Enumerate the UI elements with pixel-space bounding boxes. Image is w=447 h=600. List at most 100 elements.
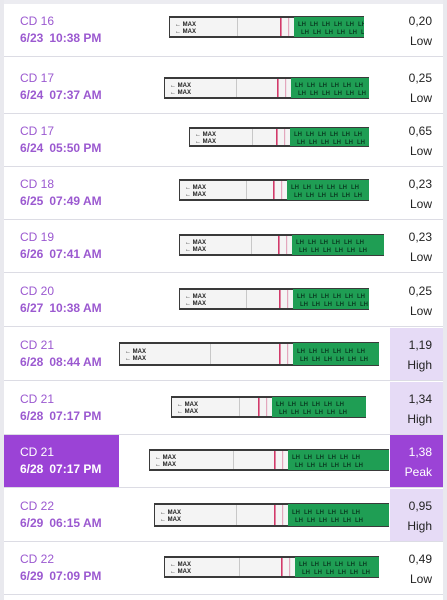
brand-text: LH bbox=[333, 349, 341, 355]
brand-text: LH bbox=[303, 185, 311, 191]
max-label: ← MAX bbox=[185, 240, 206, 246]
entry-date-cell: CD 19 6/26 07:41 AM bbox=[4, 220, 119, 272]
brand-text: LH bbox=[336, 302, 344, 308]
result-value: 1,34 bbox=[408, 392, 432, 406]
test-line bbox=[278, 236, 280, 254]
brand-text: LH bbox=[327, 410, 335, 416]
max-label: ← MAX bbox=[170, 90, 191, 96]
list-item[interactable]: CD 21 6/28 07:17 PM ← MAX ← MAX LH LH LH LH LH LH L… bbox=[4, 382, 443, 435]
time-text: 05:50 PM bbox=[49, 141, 102, 155]
brand-text: LH bbox=[339, 185, 347, 191]
max-label: ← MAX bbox=[177, 409, 198, 415]
brand-text: LH bbox=[360, 357, 368, 363]
brand-text: LH bbox=[337, 30, 345, 36]
brand-text: LH bbox=[343, 463, 351, 469]
brand-text: LH bbox=[348, 357, 356, 363]
brand-text: LH bbox=[312, 357, 320, 363]
test-line bbox=[274, 505, 276, 525]
list-item[interactable]: CD 19 6/26 07:41 AM ← MAX ← MAX LH LH LH LH LH LH L… bbox=[4, 220, 443, 273]
max-label: ← MAX bbox=[175, 22, 196, 28]
time-text: 10:38 PM bbox=[49, 31, 102, 45]
cycle-day-label: CD 21 bbox=[20, 445, 55, 459]
brand-text: LH bbox=[361, 30, 364, 36]
brand-text: LH bbox=[324, 402, 332, 408]
list-item[interactable]: CD 21 6/28 08:44 AM ← MAX ← MAX LH LH LH LH LH LH L… bbox=[4, 328, 443, 381]
brand-text: LH bbox=[304, 510, 312, 516]
brand-text: LH bbox=[299, 248, 307, 254]
time-text: 07:49 AM bbox=[49, 194, 102, 208]
control-line bbox=[288, 18, 290, 36]
brand-text: LH bbox=[298, 91, 306, 97]
brand-text: LH bbox=[322, 22, 330, 28]
brand-text: LH bbox=[357, 140, 365, 146]
control-line bbox=[287, 344, 289, 364]
time-text: 07:37 AM bbox=[49, 88, 102, 102]
list-item[interactable]: CD 21 6/28 07:17 PM ← MAX ← MAX LH LH LH LH LH LH L… bbox=[4, 435, 443, 488]
brand-text: LH bbox=[295, 518, 303, 524]
list-item[interactable]: CD 18 6/25 07:49 AM ← MAX ← MAX LH LH LH LH LH LH L… bbox=[4, 167, 443, 220]
brand-text: LH bbox=[302, 570, 310, 576]
brand-text: LH bbox=[316, 455, 324, 461]
result-value: 0,25 bbox=[408, 71, 432, 85]
brand-text: LH bbox=[307, 518, 315, 524]
list-item[interactable]: CD 17 6/24 07:37 AM ← MAX ← MAX LH LH LH LH LH LH L… bbox=[4, 61, 443, 114]
date-text: 6/26 bbox=[20, 247, 44, 261]
brand-text: LH bbox=[332, 240, 340, 246]
list-item[interactable]: CD 20 6/27 10:38 AM ← MAX ← MAX LH LH LH LH LH LH L… bbox=[4, 274, 443, 327]
control-line bbox=[284, 129, 286, 145]
brand-text: LH bbox=[357, 349, 365, 355]
brand-text: LH bbox=[318, 193, 326, 199]
cycle-day-label: CD 21 bbox=[20, 392, 55, 406]
result-cell: 0,25 Low bbox=[390, 274, 443, 326]
brand-text: LH bbox=[323, 248, 331, 254]
result-cell: 0,25 Low bbox=[390, 61, 443, 113]
brand-text: LH bbox=[335, 562, 343, 568]
date-time-label: 6/28 07:17 PM bbox=[20, 409, 101, 423]
date-time-label: 6/28 07:17 PM bbox=[20, 462, 101, 476]
brand-text: LH bbox=[297, 294, 305, 300]
brand-text: LH bbox=[313, 30, 321, 36]
brand-text: LH bbox=[334, 22, 342, 28]
result-value: 1,19 bbox=[408, 338, 432, 352]
list-item[interactable]: CD 16 6/23 10:38 PM ← MAX ← MAX LH LH LH LH LH LH L… bbox=[4, 4, 443, 57]
max-label: ← MAX bbox=[170, 562, 191, 568]
result-value: 0,49 bbox=[408, 552, 432, 566]
cycle-day-label: CD 21 bbox=[20, 338, 55, 352]
brand-text: LH bbox=[345, 349, 353, 355]
brand-text: LH bbox=[339, 410, 347, 416]
time-text: 10:38 AM bbox=[49, 301, 102, 315]
list-item[interactable]: CD 22 6/29 06:15 AM ← MAX ← MAX LH LH LH LH LH LH L… bbox=[4, 489, 443, 542]
brand-text: LH bbox=[342, 132, 350, 138]
max-label: ← MAX bbox=[175, 29, 196, 35]
brand-text: LH bbox=[333, 140, 341, 146]
brand-text: LH bbox=[357, 294, 365, 300]
brand-text: LH bbox=[295, 463, 303, 469]
brand-text: LH bbox=[297, 349, 305, 355]
brand-text: LH bbox=[349, 30, 357, 36]
list-item[interactable]: CD 22 6/29 07:09 PM ← MAX ← MAX LH LH LH LH LH LH L… bbox=[4, 542, 443, 595]
brand-text: LH bbox=[325, 30, 333, 36]
date-text: 6/28 bbox=[20, 462, 44, 476]
brand-text: LH bbox=[362, 570, 370, 576]
brand-text: LH bbox=[306, 193, 314, 199]
date-text: 6/28 bbox=[20, 409, 44, 423]
brand-text: LH bbox=[319, 518, 327, 524]
test-line bbox=[277, 79, 279, 97]
cycle-day-label: CD 16 bbox=[20, 14, 55, 28]
test-line bbox=[280, 18, 282, 36]
brand-text: LH bbox=[328, 510, 336, 516]
brand-text: LH bbox=[318, 132, 326, 138]
date-text: 6/29 bbox=[20, 516, 44, 530]
brand-text: LH bbox=[352, 455, 360, 461]
brand-text: LH bbox=[297, 140, 305, 146]
brand-text: LH bbox=[355, 463, 363, 469]
entry-date-cell: CD 18 6/25 07:49 AM bbox=[4, 167, 119, 219]
brand-text: LH bbox=[358, 91, 366, 97]
brand-text: LH bbox=[316, 510, 324, 516]
list-item[interactable]: CD 17 6/24 05:50 PM ← MAX ← MAX LH LH LH LH LH LH L… bbox=[4, 114, 443, 167]
cycle-day-label: CD 17 bbox=[20, 124, 55, 138]
